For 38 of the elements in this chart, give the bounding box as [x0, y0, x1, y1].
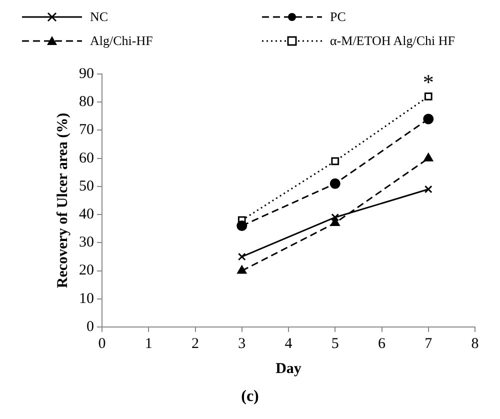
y-tick-label: 10	[79, 290, 94, 307]
y-tick-label: 80	[79, 94, 94, 110]
annotation: *	[422, 69, 434, 94]
legend-label: PC	[330, 9, 346, 25]
y-tick-label: 40	[79, 206, 94, 222]
point	[237, 266, 247, 274]
y-tick-label: 60	[79, 150, 94, 166]
x-tick-label: 6	[378, 336, 386, 352]
legend-label: Alg/Chi-HF	[90, 33, 153, 49]
legend-label: α-M/ETOH Alg/Chi HF	[330, 33, 456, 49]
point	[238, 252, 246, 261]
legend-label: NC	[90, 9, 108, 25]
point	[330, 218, 340, 226]
x-axis-title: Day	[276, 360, 302, 377]
point	[330, 178, 340, 189]
point	[424, 185, 432, 194]
text: (c)	[240, 388, 260, 406]
point	[331, 213, 340, 222]
x-tick-label: 2	[192, 336, 199, 352]
y-tick-label: 90	[79, 66, 94, 82]
y-tick-label: 70	[79, 122, 94, 138]
x-tick-label: 1	[144, 336, 152, 352]
x-tick-label: 0	[98, 336, 106, 352]
x-tick-label: 4	[284, 336, 293, 352]
point	[331, 157, 340, 166]
y-tick-label: 0	[86, 318, 94, 335]
x-tick-label: 3	[238, 336, 246, 352]
x-tick-label: 8	[471, 336, 479, 352]
point	[423, 114, 434, 124]
x-tick-label: 7	[424, 336, 433, 352]
y-tick-label: 50	[79, 178, 94, 194]
point	[424, 153, 434, 162]
y-axis-title: Recovery of Ulcer area (%)	[54, 112, 71, 288]
y-tick-label: 30	[79, 234, 94, 251]
point	[424, 92, 432, 100]
point	[236, 220, 248, 232]
y-tick-label: 20	[79, 262, 94, 279]
x-tick-label: 5	[331, 336, 339, 352]
